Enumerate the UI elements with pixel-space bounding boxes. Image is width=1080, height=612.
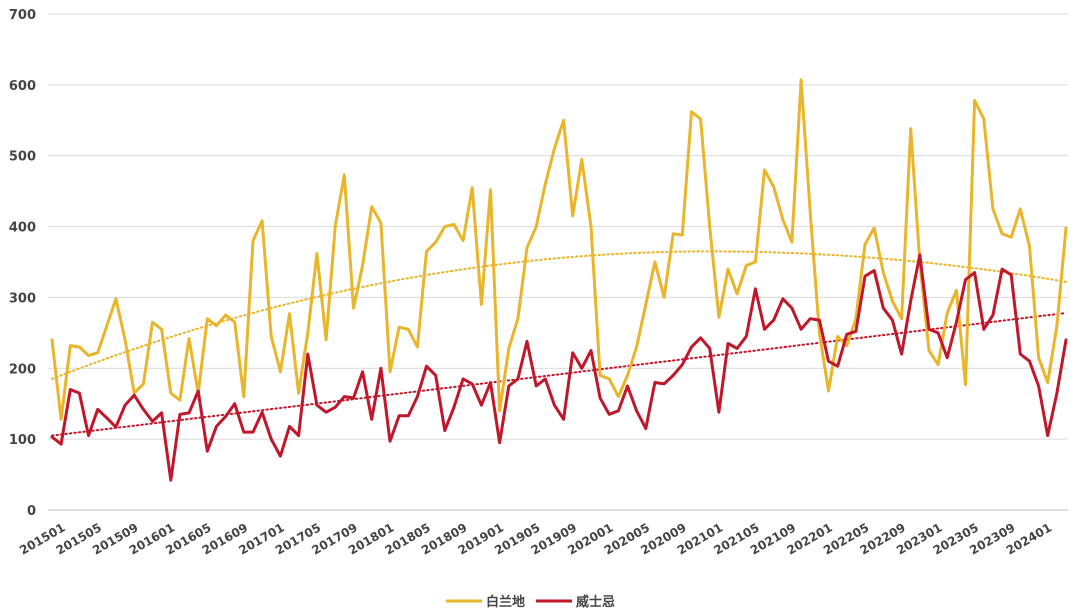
legend: 白兰地 威士忌 bbox=[446, 594, 615, 610]
y-tick-label: 200 bbox=[9, 362, 36, 377]
series-lines bbox=[50, 78, 1068, 482]
gridlines bbox=[48, 13, 1068, 511]
legend-label-whisky: 威士忌 bbox=[576, 594, 615, 610]
trendline-whisky bbox=[51, 312, 1067, 437]
legend-label-brandy: 白兰地 bbox=[486, 594, 525, 610]
y-tick-label: 300 bbox=[9, 291, 36, 306]
y-tick-label: 700 bbox=[9, 8, 36, 23]
y-tick-label: 600 bbox=[9, 79, 36, 94]
y-tick-label: 400 bbox=[9, 221, 36, 236]
y-tick-label: 0 bbox=[27, 504, 36, 519]
series-line-whisky bbox=[50, 253, 1068, 482]
y-tick-label: 500 bbox=[9, 150, 36, 165]
series-line-brandy bbox=[50, 78, 1068, 421]
x-axis-ticks: 2015012015052015092016012016052016092017… bbox=[17, 520, 1054, 557]
y-axis-ticks: 0 100 200 300 400 500 600 700 bbox=[9, 8, 36, 519]
y-tick-label: 100 bbox=[9, 433, 36, 448]
trendline-brandy bbox=[51, 250, 1067, 380]
